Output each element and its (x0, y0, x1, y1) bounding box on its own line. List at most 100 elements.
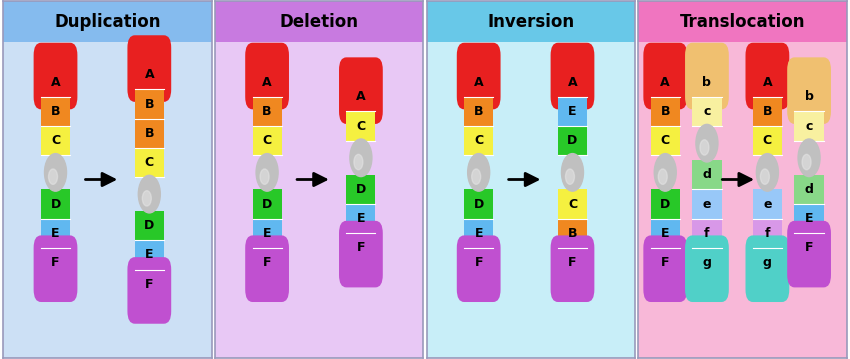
Text: Translocation: Translocation (680, 13, 805, 31)
Circle shape (260, 169, 269, 184)
Text: E: E (51, 227, 60, 240)
Bar (650, 97, 680, 126)
Text: C: C (51, 134, 60, 147)
FancyBboxPatch shape (551, 43, 594, 109)
Bar (427, 1, 635, 42)
Text: b: b (702, 76, 711, 89)
Circle shape (354, 154, 363, 170)
Text: F: F (357, 241, 366, 255)
Bar (346, 233, 376, 241)
Bar (558, 247, 587, 255)
Text: B: B (144, 98, 154, 111)
Text: A: A (762, 76, 772, 89)
Bar (135, 211, 164, 241)
Text: A: A (356, 90, 366, 103)
Text: A: A (263, 76, 272, 89)
Text: D: D (473, 197, 484, 211)
Circle shape (696, 124, 718, 162)
Text: e: e (763, 197, 772, 211)
Bar (135, 118, 164, 148)
Text: A: A (51, 76, 60, 89)
Bar (135, 269, 164, 277)
Bar (464, 190, 493, 219)
Bar (41, 190, 70, 219)
Bar (795, 104, 824, 112)
Circle shape (658, 169, 667, 184)
Circle shape (468, 154, 490, 191)
Circle shape (139, 175, 161, 213)
Text: F: F (263, 256, 271, 269)
Text: Inversion: Inversion (487, 13, 575, 31)
Bar (252, 97, 281, 126)
Text: F: F (474, 256, 483, 269)
FancyBboxPatch shape (685, 236, 728, 302)
Bar (464, 97, 493, 126)
Text: C: C (568, 197, 577, 211)
Bar (753, 190, 782, 219)
Text: F: F (569, 256, 577, 269)
Circle shape (48, 169, 58, 184)
Circle shape (761, 169, 769, 184)
Text: F: F (661, 256, 670, 269)
Bar (346, 112, 376, 141)
Circle shape (562, 154, 583, 191)
Circle shape (350, 139, 372, 177)
Text: F: F (805, 241, 813, 255)
Bar (558, 219, 587, 248)
Text: A: A (660, 76, 670, 89)
Bar (650, 90, 680, 97)
FancyBboxPatch shape (787, 221, 831, 288)
Bar (41, 219, 70, 248)
Bar (346, 204, 376, 233)
FancyBboxPatch shape (128, 35, 171, 102)
Bar (558, 97, 587, 126)
Bar (795, 175, 824, 204)
Bar (693, 247, 722, 255)
Text: A: A (473, 76, 484, 89)
Bar (753, 247, 782, 255)
Text: D: D (262, 197, 272, 211)
Circle shape (700, 140, 709, 155)
Circle shape (802, 154, 811, 170)
Bar (795, 112, 824, 141)
Bar (638, 1, 847, 42)
Bar (135, 83, 164, 90)
Text: D: D (356, 183, 366, 196)
Circle shape (44, 154, 66, 191)
FancyBboxPatch shape (245, 43, 289, 109)
FancyBboxPatch shape (685, 43, 728, 109)
FancyBboxPatch shape (245, 236, 289, 302)
Circle shape (798, 139, 820, 177)
Bar (795, 233, 824, 241)
Bar (753, 126, 782, 155)
Text: E: E (263, 227, 271, 240)
Text: B: B (762, 105, 772, 118)
Bar (650, 247, 680, 255)
Bar (558, 190, 587, 219)
Text: D: D (144, 219, 155, 232)
Text: B: B (474, 105, 484, 118)
Text: B: B (660, 105, 670, 118)
FancyBboxPatch shape (339, 57, 382, 124)
Bar (693, 190, 722, 219)
Bar (464, 126, 493, 155)
Text: B: B (263, 105, 272, 118)
Text: B: B (51, 105, 60, 118)
Bar (135, 89, 164, 118)
Text: b: b (805, 90, 813, 103)
Bar (753, 90, 782, 97)
Text: E: E (357, 212, 366, 225)
Bar (3, 1, 212, 42)
Bar (252, 126, 281, 155)
Text: B: B (144, 127, 154, 140)
Text: e: e (703, 197, 711, 211)
Bar (215, 1, 423, 42)
FancyBboxPatch shape (34, 43, 77, 109)
Text: c: c (703, 105, 711, 118)
Bar (650, 126, 680, 155)
Text: D: D (567, 134, 578, 147)
Bar (41, 247, 70, 255)
FancyBboxPatch shape (745, 236, 790, 302)
Circle shape (142, 191, 151, 206)
Text: C: C (263, 134, 272, 147)
